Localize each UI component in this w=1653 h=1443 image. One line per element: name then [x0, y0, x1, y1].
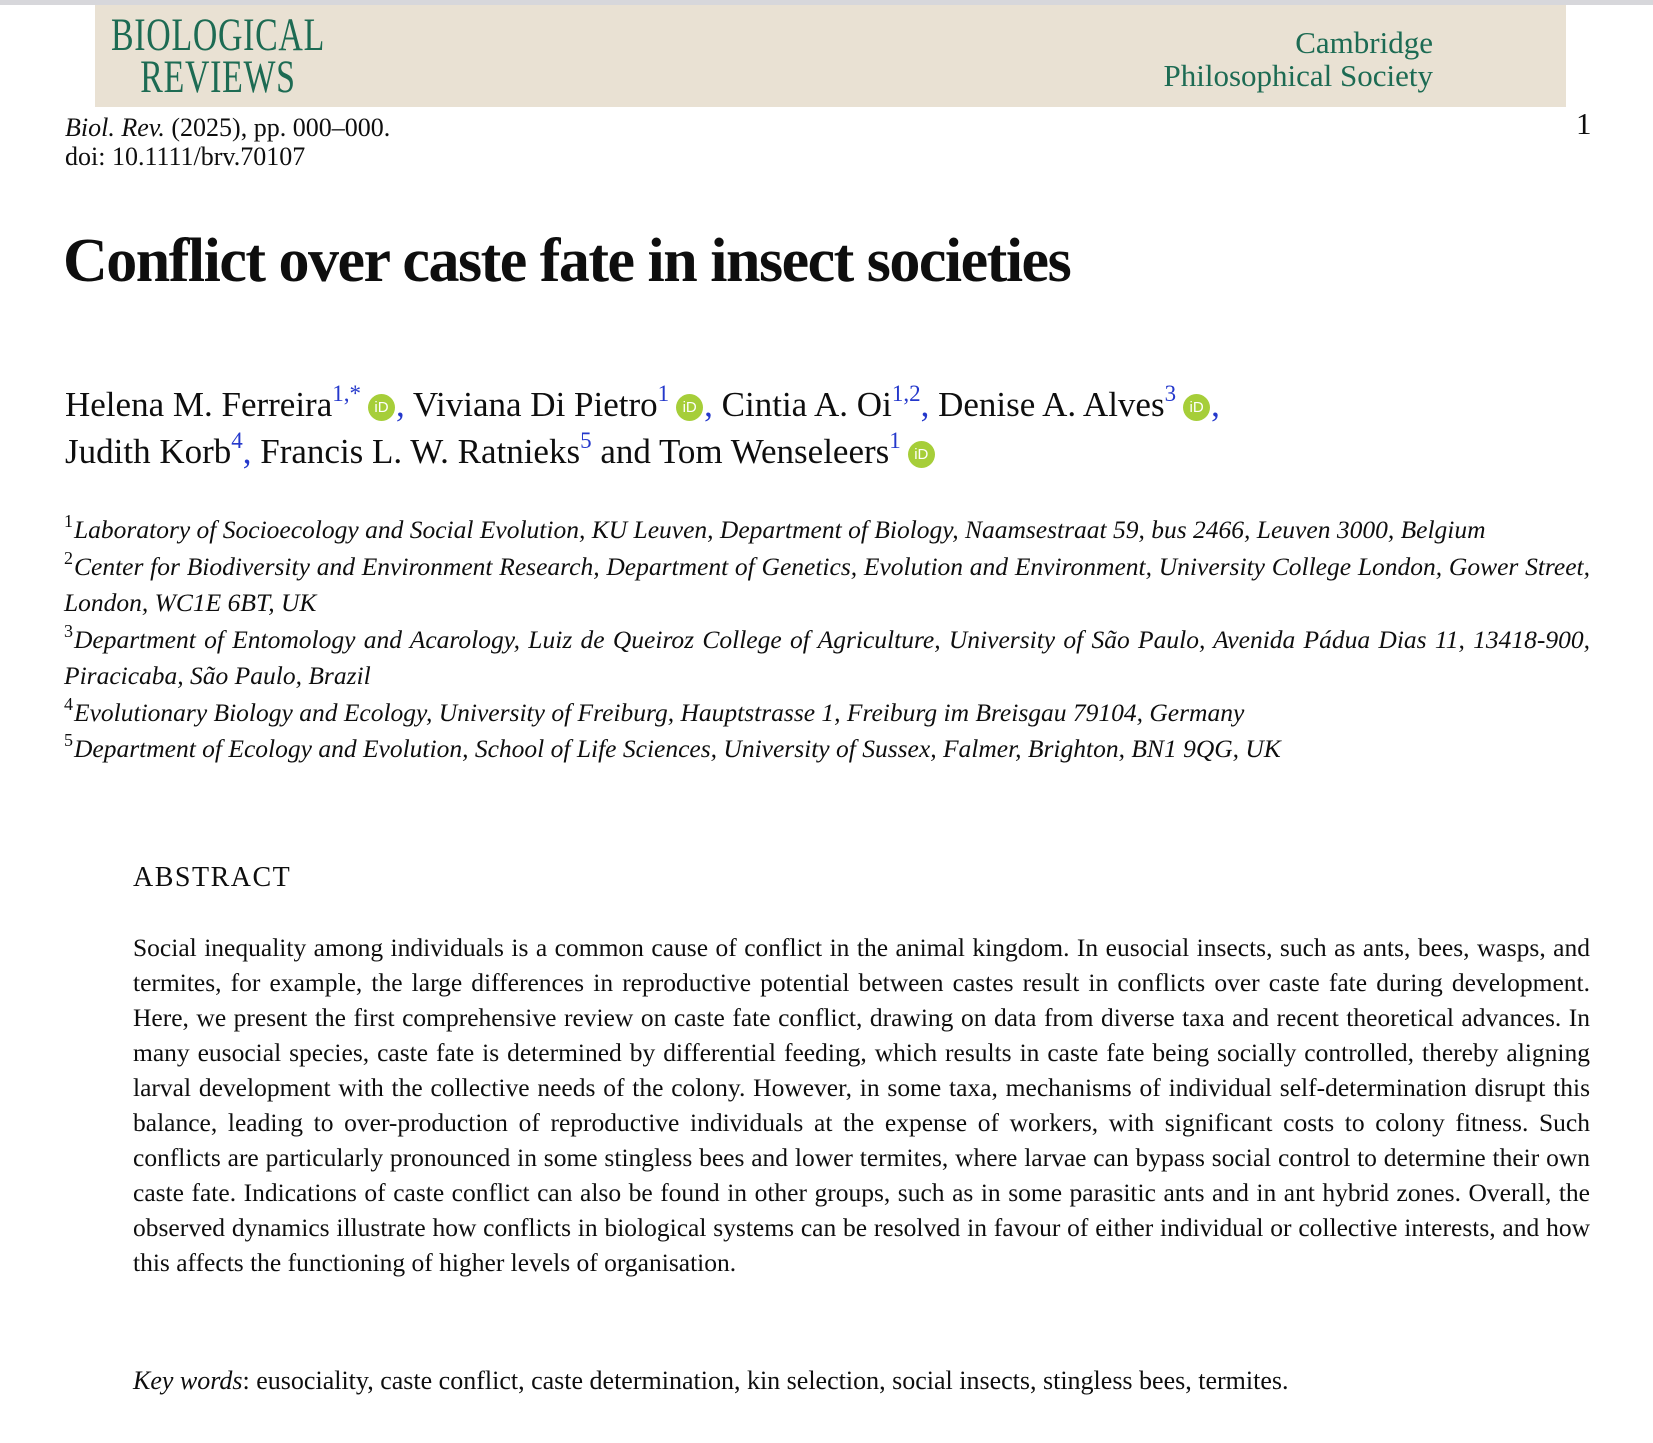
author-separator: , — [242, 432, 261, 471]
society-name-line1: Cambridge — [1295, 25, 1433, 60]
author-affiliation-superscript: 3 — [1164, 381, 1177, 406]
orcid-icon-label: iD — [374, 399, 389, 416]
abstract-heading: ABSTRACT — [133, 862, 292, 893]
affiliation: 1Laboratory of Socioecology and Social E… — [64, 512, 1590, 549]
author-separator: and — [591, 432, 659, 471]
affiliation-list: 1Laboratory of Socioecology and Social E… — [64, 512, 1590, 768]
author-affiliation-superscript: 1,* — [332, 381, 361, 406]
author-affiliation-superscript: 4 — [231, 428, 243, 453]
affiliation-text: Department of Entomology and Acarology, … — [64, 624, 1590, 691]
orcid-icon[interactable]: iD — [676, 394, 704, 421]
page-number: 1 — [1576, 106, 1592, 141]
author-separator: , — [395, 385, 413, 424]
journal-banner: BIOLOGICAL REVIEWS Cambridge Philosophic… — [95, 5, 1566, 107]
keywords-text: : eusociality, caste conflict, caste det… — [242, 1366, 1289, 1395]
abstract-text: Social inequality among individuals is a… — [133, 933, 1590, 1277]
affiliation: 5Department of Ecology and Evolution, Sc… — [64, 731, 1590, 768]
affiliation-number: 5 — [64, 730, 73, 750]
affiliation-number: 1 — [64, 511, 73, 531]
citation-block: Biol. Rev. (2025), pp. 000–000. doi: 10.… — [65, 113, 390, 171]
author-name: Francis L. W. Ratnieks — [260, 432, 581, 471]
author-affiliation-superscript: 5 — [580, 428, 592, 453]
orcid-icon-label: iD — [682, 399, 697, 416]
author-name: Viviana Di Pietro — [412, 385, 658, 424]
doi-line: doi: 10.1111/brv.70107 — [65, 142, 306, 171]
orcid-icon-label: iD — [914, 446, 929, 463]
author-affiliation-superscript: 1 — [657, 381, 670, 406]
article-title: Conflict over caste fate in insect socie… — [63, 227, 1072, 295]
author-name: Denise A. Alves — [938, 385, 1165, 424]
author: Denise A. Alves3 iD, — [938, 382, 1220, 424]
author-name: Helena M. Ferreira — [65, 385, 333, 424]
journal-logo-line1: BIOLOGICAL — [111, 9, 325, 61]
society-name: Cambridge Philosophical Society — [1163, 5, 1433, 107]
affiliation: 3Department of Entomology and Acarology,… — [64, 622, 1590, 695]
keywords-line: Key words: eusociality, caste conflict, … — [133, 1364, 1590, 1398]
affiliation-number: 2 — [64, 547, 73, 568]
affiliation-number: 4 — [64, 693, 73, 714]
affiliation-text: Laboratory of Socioecology and Social Ev… — [74, 515, 1486, 544]
window-top-edge — [0, 0, 1653, 5]
author: Francis L. W. Ratnieks5 and — [260, 429, 659, 471]
affiliation: 4Evolutionary Biology and Ecology, Unive… — [64, 695, 1590, 732]
author: Helena M. Ferreira1,* iD, — [65, 382, 413, 424]
orcid-icon[interactable]: iD — [1183, 394, 1211, 421]
affiliation-text: Center for Biodiversity and Environment … — [64, 551, 1590, 618]
orcid-icon-label: iD — [1189, 399, 1204, 416]
author-name: Judith Korb — [65, 432, 232, 471]
orcid-icon[interactable]: iD — [367, 394, 395, 421]
author-separator: , — [704, 385, 722, 424]
affiliation: 2Center for Biodiversity and Environment… — [64, 549, 1590, 622]
journal-logo: BIOLOGICAL REVIEWS — [111, 5, 325, 107]
affiliation-text: Department of Ecology and Evolution, Sch… — [74, 734, 1281, 763]
orcid-icon[interactable]: iD — [907, 441, 935, 468]
author: Viviana Di Pietro1 iD, — [412, 382, 722, 424]
citation-pages: (2025), pp. 000–000. — [164, 113, 391, 142]
society-name-line2: Philosophical Society — [1163, 58, 1433, 93]
author-name: Cintia A. Oi — [721, 385, 892, 424]
keywords-label: Key words — [133, 1366, 243, 1395]
author: Judith Korb4, — [65, 429, 261, 471]
affiliation-number: 3 — [64, 620, 73, 641]
citation-line: Biol. Rev. (2025), pp. 000–000. — [65, 113, 390, 142]
author-name: Tom Wenseleers — [659, 432, 890, 471]
author-separator: , — [920, 385, 939, 424]
author-separator: , — [1211, 385, 1220, 424]
journal-logo-line2: REVIEWS — [140, 51, 296, 103]
author-affiliation-superscript: 1,2 — [891, 381, 921, 406]
author-affiliation-superscript: 1 — [889, 428, 901, 453]
journal-abbrev: Biol. Rev. — [65, 113, 165, 142]
affiliation-text: Evolutionary Biology and Ecology, Univer… — [74, 697, 1245, 727]
author-list: Helena M. Ferreira1,* iD, Viviana Di Piet… — [65, 381, 1590, 475]
author: Tom Wenseleers1 iD — [659, 429, 936, 471]
author: Cintia A. Oi1,2, — [721, 382, 939, 424]
